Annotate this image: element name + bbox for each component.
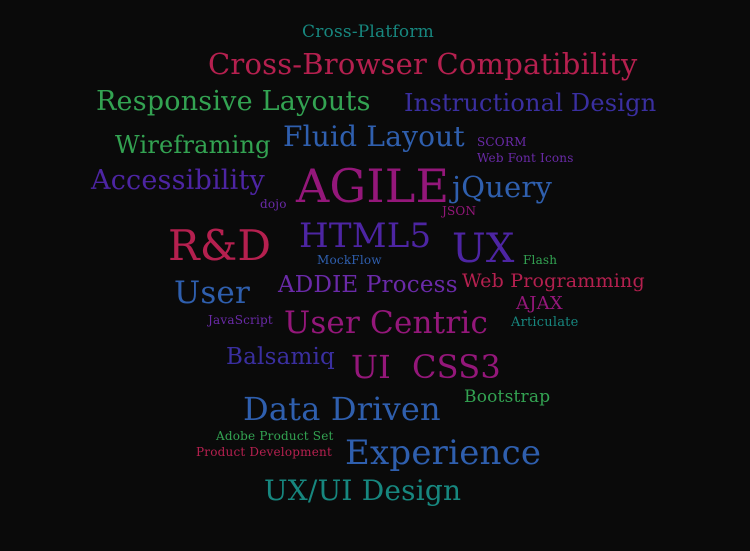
word-scorm: SCORM	[477, 135, 527, 149]
word-user-centric: User Centric	[284, 305, 489, 341]
word-user: User	[174, 275, 250, 311]
word-articulate: Articulate	[511, 315, 579, 330]
word-ui: UI	[351, 348, 392, 386]
word-ux: UX	[452, 226, 515, 272]
word-fluid-layout: Fluid Layout	[283, 120, 465, 153]
word-experience: Experience	[345, 433, 542, 473]
word-web-programming: Web Programming	[462, 270, 645, 292]
word-dojo: dojo	[260, 197, 287, 211]
word-json: JSON	[442, 204, 477, 218]
word-html5: HTML5	[299, 216, 432, 256]
word-ajax: AJAX	[516, 293, 563, 314]
word-adobe-product-set: Adobe Product Set	[216, 429, 334, 443]
word-wireframing: Wireframing	[115, 131, 271, 159]
word-agile: AGILE	[296, 159, 450, 213]
word-cross-browser-compatibility: Cross-Browser Compatibility	[208, 47, 638, 81]
word-product-development: Product Development	[196, 445, 332, 459]
word-jquery: jQuery	[452, 170, 553, 204]
word-instructional-design: Instructional Design	[404, 89, 657, 117]
word-javascript: JavaScript	[208, 313, 273, 327]
word-web-font-icons: Web Font Icons	[477, 151, 574, 165]
word-responsive-layouts: Responsive Layouts	[96, 86, 371, 117]
word-accessibility: Accessibility	[91, 165, 265, 196]
word-bootstrap: Bootstrap	[464, 387, 551, 407]
word-ux-ui-design: UX/UI Design	[264, 474, 462, 507]
word-cross-platform: Cross-Platform	[302, 22, 434, 42]
word-flash: Flash	[523, 253, 558, 267]
word-balsamiq: Balsamiq	[226, 344, 335, 370]
word-mockflow: MockFlow	[317, 253, 382, 267]
word-css3: CSS3	[412, 348, 501, 386]
word-r-and-d: R&D	[168, 221, 272, 270]
word-addie-process: ADDIE Process	[278, 272, 458, 298]
word-data-driven: Data Driven	[243, 390, 441, 428]
